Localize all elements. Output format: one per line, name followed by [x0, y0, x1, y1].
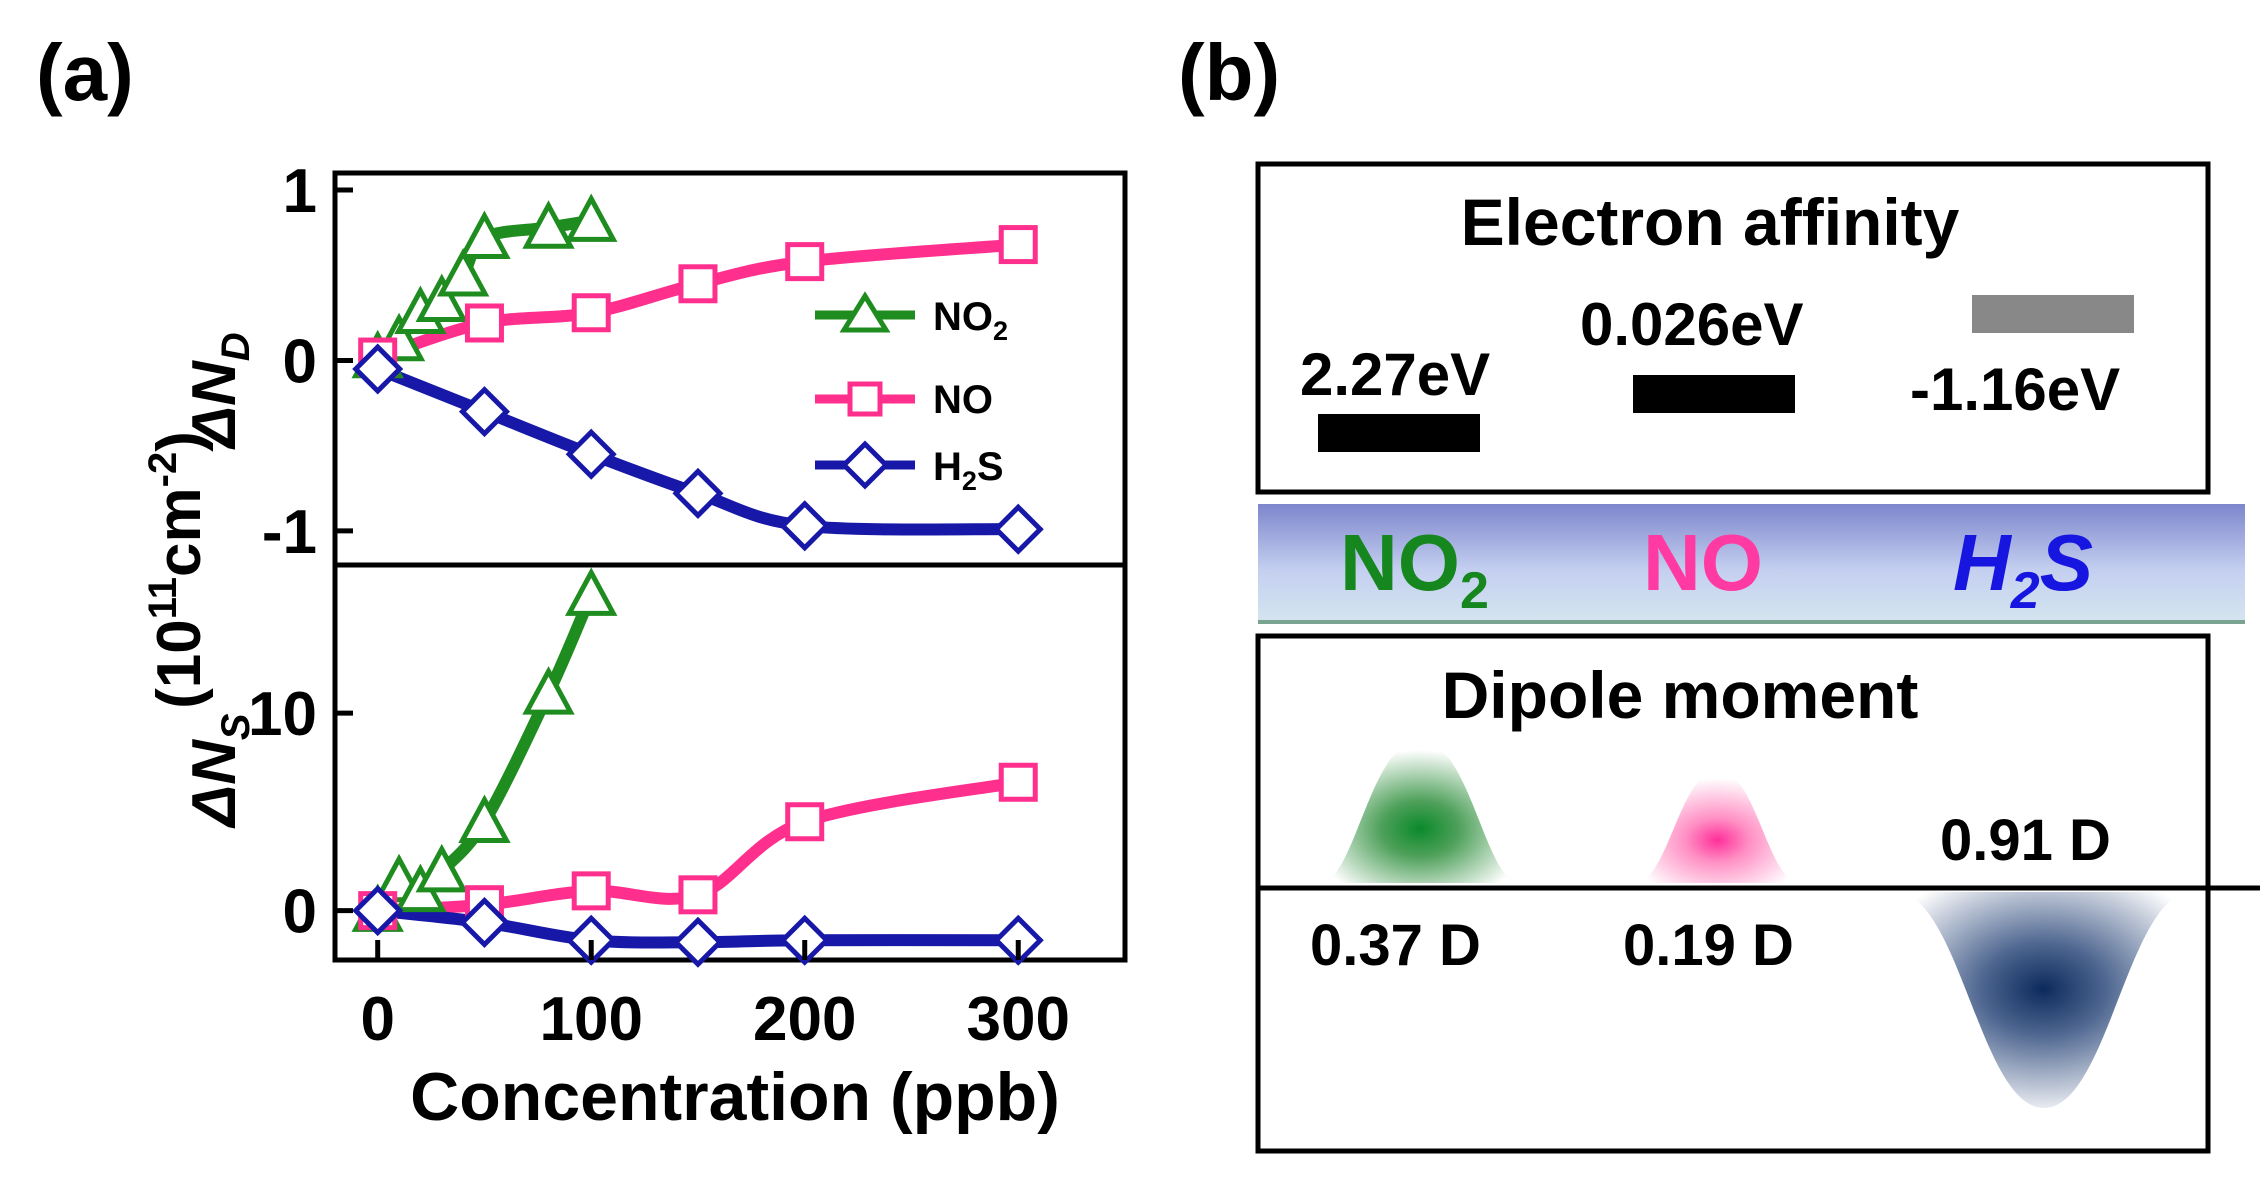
- dipole-label-no: 0.19 D: [1623, 913, 1794, 978]
- data-point-delta-NS-no2-6: [565, 567, 618, 616]
- series-markers-bottom: [351, 567, 1044, 968]
- y-axis-label-top: ΔND: [180, 332, 258, 449]
- data-point-delta-ND-no-5: [998, 225, 1038, 265]
- legend: NO2 NO H2S: [815, 291, 1008, 496]
- data-point-delta-ND-no-4: [785, 242, 825, 282]
- data-point-delta-ND-h2s-2: [565, 428, 617, 480]
- molecule-band: [1258, 504, 2245, 624]
- data-point-delta-ND-no2-6: [522, 200, 575, 249]
- data-point-delta-ND-no2-7: [565, 193, 618, 242]
- x-axis-label: Concentration (ppb): [410, 1059, 1060, 1135]
- data-point-delta-NS-h2s-1: [458, 896, 510, 949]
- data-point-delta-NS-no2-3: [415, 843, 468, 893]
- ea-label-h2s: -1.16eV: [1910, 356, 2120, 423]
- molecule-no2: NO2: [1340, 518, 1489, 620]
- data-point-delta-ND-h2s-5: [992, 503, 1044, 555]
- data-point-delta-NS-no-5: [998, 762, 1038, 802]
- y-axis-unit-label: (1011cm-2): [141, 431, 214, 709]
- data-point-delta-NS-no2-4: [458, 794, 511, 843]
- legend-entry-h2s: H2S: [815, 440, 1004, 496]
- dipole-valley-h2s: [1895, 892, 2192, 1108]
- legend-entry-no: NO: [815, 378, 993, 422]
- ea-bar-h2s: [1972, 295, 2134, 333]
- y-tick-label-delta-ND-1: 0: [283, 327, 317, 396]
- x-tick-label-3: 300: [967, 985, 1070, 1054]
- molecule-h2s: H2S: [1953, 518, 2093, 620]
- data-point-delta-NS-h2s-3: [672, 916, 724, 968]
- ea-label-no2: 2.27eV: [1300, 341, 1490, 408]
- data-point-delta-ND-h2s-0: [352, 343, 404, 395]
- legend-label-no2: NO2: [933, 295, 1008, 346]
- data-point-delta-ND-no2-4: [436, 248, 490, 297]
- dipole-label-no2: 0.37 D: [1310, 913, 1481, 978]
- data-point-delta-ND-no2-3: [415, 273, 468, 323]
- data-point-delta-ND-no-1: [464, 303, 504, 343]
- y-axis-label-bottom: ΔNS: [180, 713, 258, 828]
- data-point-delta-ND-h2s-4: [779, 500, 831, 552]
- data-point-delta-ND-h2s-3: [672, 467, 724, 519]
- series-markers-top: [351, 193, 1044, 555]
- panel-a-label: (a): [36, 28, 134, 117]
- x-tick-label-1: 100: [539, 985, 642, 1054]
- y-tick-label-delta-ND-0: 1: [283, 157, 317, 226]
- series-line-delta-NS-no2: [371, 588, 598, 917]
- axes-frame-bottom: [332, 562, 1128, 963]
- legend-label-h2s: H2S: [933, 445, 1004, 496]
- y-tick-label-delta-ND-2: -1: [262, 498, 317, 567]
- data-point-delta-NS-no-3: [678, 875, 718, 915]
- data-point-delta-NS-no-2: [571, 871, 611, 911]
- data-point-delta-ND-no2-5: [458, 210, 511, 259]
- y-tick-label-delta-NS-1: 0: [283, 878, 317, 947]
- legend-triangle-marker: [839, 291, 891, 333]
- panel-b: Electron affinity 2.27eV 0.026eV -1.16eV…: [1255, 161, 2260, 1154]
- legend-diamond-marker: [840, 440, 890, 490]
- data-point-delta-ND-no-3: [678, 264, 718, 304]
- electron-affinity-title: Electron affinity: [1461, 185, 1960, 259]
- ea-bar-no: [1633, 375, 1795, 413]
- legend-square-marker: [847, 381, 883, 417]
- legend-label-no: NO: [933, 378, 993, 422]
- dipole-label-h2s: 0.91 D: [1940, 808, 2111, 873]
- dipole-peak-no2: [1320, 740, 1520, 883]
- molecule-no: NO: [1643, 518, 1763, 607]
- x-tick-label-0: 0: [360, 985, 394, 1054]
- data-point-delta-ND-no-2: [571, 293, 611, 333]
- dipole-moment-title: Dipole moment: [1442, 658, 1919, 732]
- data-point-delta-NS-h2s-0: [352, 885, 404, 937]
- data-point-delta-ND-h2s-1: [458, 386, 510, 438]
- panel-b-label: (b): [1178, 28, 1280, 117]
- dipole-peak-no: [1635, 770, 1800, 883]
- ea-bar-no2: [1318, 414, 1480, 452]
- x-tick-label-2: 200: [753, 985, 856, 1054]
- data-point-delta-NS-no-4: [785, 802, 825, 842]
- y-tick-label-delta-NS-0: 10: [248, 680, 317, 749]
- data-point-delta-NS-no2-5: [522, 666, 575, 715]
- ea-label-no: 0.026eV: [1580, 291, 1804, 358]
- legend-entry-no2: NO2: [815, 291, 1008, 346]
